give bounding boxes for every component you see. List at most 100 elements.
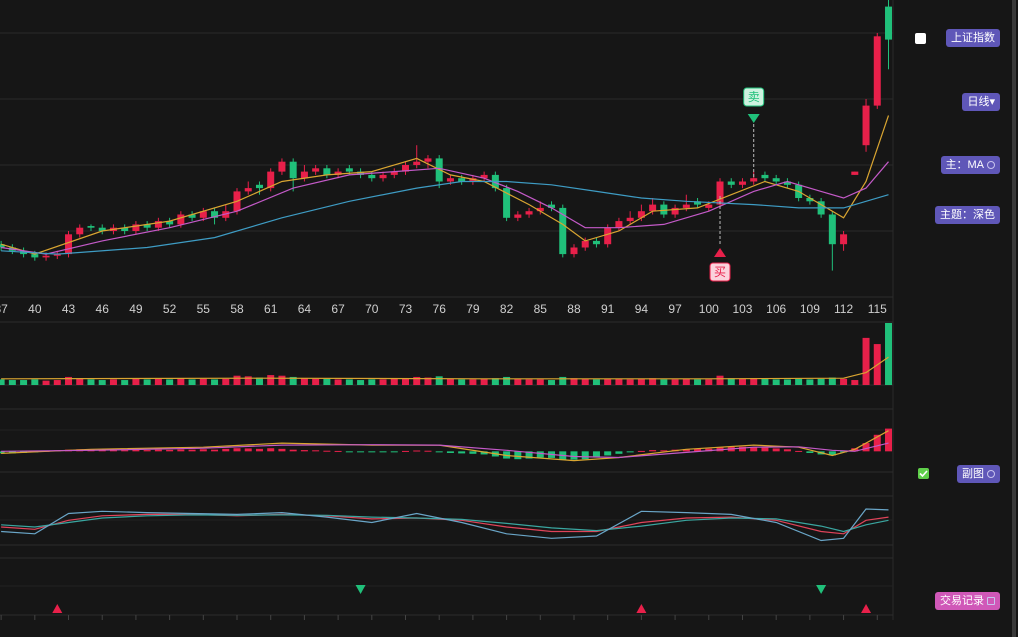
macd-bar [289, 449, 297, 452]
candle-body [738, 181, 746, 185]
macd-bar [211, 449, 219, 452]
macd-bar [424, 450, 432, 452]
macd-bar [772, 448, 780, 452]
x-tick-label: 106 [766, 302, 786, 316]
signal-arrow [714, 248, 727, 257]
volume-bar [154, 378, 162, 385]
x-tick-label: 64 [298, 302, 312, 316]
main-indicator-button[interactable]: 主：MA [940, 156, 1000, 174]
sub-checkbox[interactable] [918, 468, 929, 479]
macd-bar [536, 451, 544, 458]
buy-marker [861, 604, 872, 613]
candle-body [626, 217, 634, 222]
volume-bar [53, 380, 61, 385]
volume-bar [300, 378, 308, 385]
x-tick-label: 61 [264, 302, 278, 316]
volume-bar [31, 379, 39, 385]
volume-bar [255, 377, 263, 385]
volume-bar [716, 375, 724, 385]
macd-bar [0, 451, 5, 454]
index-checkbox[interactable] [915, 33, 926, 44]
volume-bar [87, 379, 95, 385]
candle-body [323, 168, 331, 175]
macd-bar [413, 450, 421, 452]
macd-bar [458, 451, 466, 454]
volume-bar [65, 376, 73, 385]
x-tick-label: 91 [601, 302, 615, 316]
indicator-line [1, 161, 889, 255]
candle-body [177, 214, 185, 225]
period-button[interactable]: 日线▾ [962, 93, 1000, 111]
candle-body [649, 204, 657, 212]
x-tick-label: 100 [699, 302, 719, 316]
volume-bar [323, 378, 331, 385]
volume-bar [772, 379, 780, 385]
candle-body [514, 214, 522, 218]
x-tick-label: 73 [399, 302, 413, 316]
volume-bar [682, 378, 690, 385]
candle-body [65, 234, 73, 255]
macd-bar [446, 451, 454, 453]
candle-body [705, 204, 713, 208]
index-button[interactable]: 上证指数 [946, 29, 1000, 47]
volume-bar [166, 379, 174, 385]
candle-body [682, 204, 690, 208]
volume-bar [368, 379, 376, 385]
volume-bar [143, 379, 151, 385]
candle-body [424, 158, 432, 162]
volume-bar [289, 376, 297, 385]
volume-bar [649, 378, 657, 385]
candle-body [772, 178, 780, 182]
x-tick-label: 76 [433, 302, 447, 316]
macd-bar [222, 448, 230, 452]
sub-chart-button[interactable]: 副图 [957, 465, 1000, 483]
candle-body [548, 204, 556, 208]
macd-bar [873, 434, 881, 452]
candle-body [267, 171, 275, 189]
x-tick-label: 52 [163, 302, 177, 316]
volume-bar [828, 377, 836, 385]
candle-body [166, 221, 174, 225]
candle-body [615, 221, 623, 228]
x-tick-label: 97 [668, 302, 682, 316]
theme-button[interactable]: 主题：深色 [935, 206, 1000, 224]
macd-bar [592, 451, 600, 458]
candle-body [402, 165, 410, 172]
candle-body [727, 181, 735, 185]
volume-bar [42, 380, 50, 385]
volume-bar [199, 378, 207, 385]
volume-bar [98, 380, 106, 385]
x-tick-label: 58 [230, 302, 244, 316]
macd-bar [345, 451, 353, 453]
candle-body [132, 224, 140, 231]
volume-bar [491, 378, 499, 385]
volume-bar [637, 378, 645, 385]
volume-bar [435, 376, 443, 385]
candle-body [255, 184, 263, 189]
volume-bar [469, 379, 477, 385]
volume-bar [379, 379, 387, 385]
volume-bar [357, 380, 365, 385]
candle-body [604, 227, 612, 245]
macd-bar [166, 449, 174, 452]
volume-bar [514, 378, 522, 385]
indicator-line [1, 513, 889, 535]
volume-bar [222, 378, 230, 385]
candle-body [154, 221, 162, 228]
macd-bar [368, 451, 376, 453]
trades-button[interactable]: 交易记录 [935, 592, 1000, 610]
volume-bar [570, 378, 578, 385]
signal-badge [709, 262, 731, 282]
volume-bar [345, 379, 353, 385]
candle-body [278, 161, 286, 172]
button-label: 主：MA [945, 159, 985, 171]
candle-body [671, 207, 679, 215]
volume-bar [121, 380, 129, 385]
macd-bar [514, 451, 522, 460]
macd-bar [660, 450, 668, 452]
macd-bar [682, 449, 690, 452]
indicator-line [1, 180, 889, 255]
macd-bar [795, 450, 803, 452]
candle-body [446, 178, 454, 182]
macd-bar [469, 451, 477, 454]
